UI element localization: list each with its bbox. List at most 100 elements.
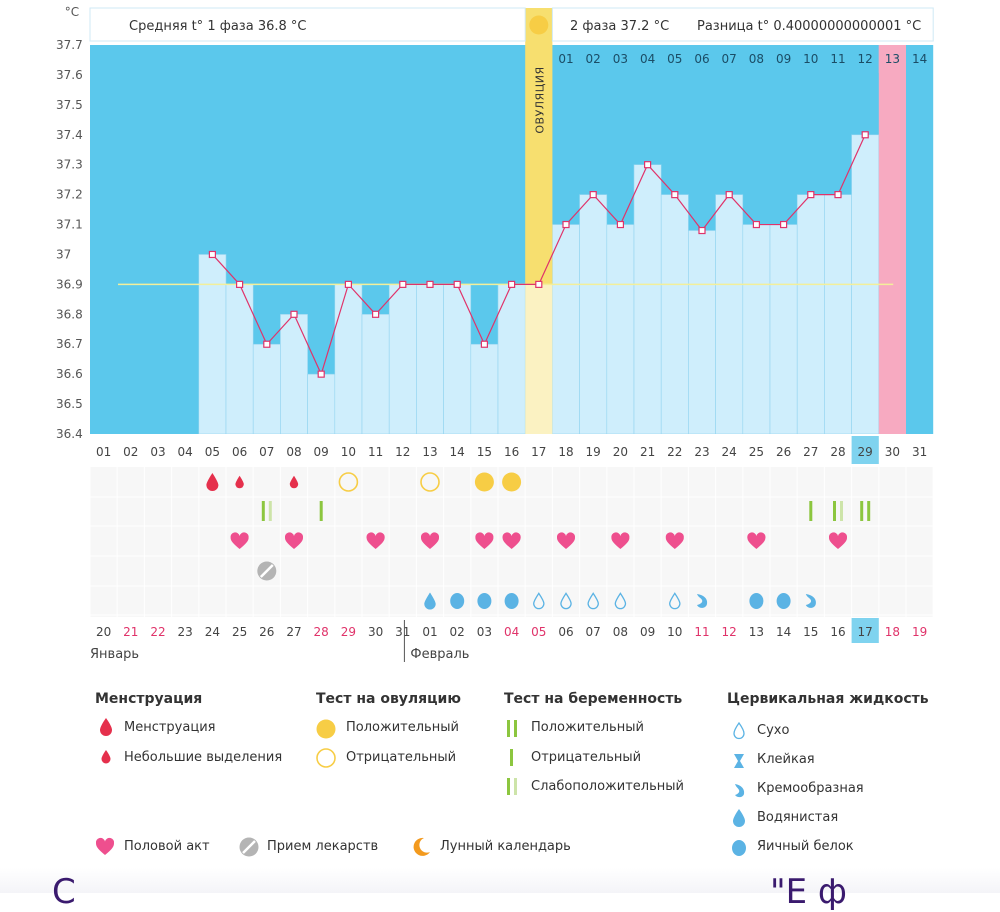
legend-item-eggwhite: Яичный белок bbox=[757, 839, 854, 854]
temperature-bar bbox=[252, 343, 281, 435]
temperature-bar bbox=[633, 164, 662, 435]
cycle-day-label: 20 bbox=[613, 445, 628, 459]
pill-slash bbox=[259, 564, 274, 578]
cycle-day-label: 19 bbox=[586, 445, 601, 459]
cycle-day-label: 09 bbox=[314, 445, 329, 459]
y-tick-label: 36.9 bbox=[56, 277, 83, 291]
test-line bbox=[833, 501, 836, 521]
pregnancy-negative-icon bbox=[319, 501, 323, 521]
dry-icon bbox=[560, 592, 572, 610]
test-line bbox=[268, 501, 272, 521]
y-tick-label: 36.8 bbox=[56, 307, 83, 321]
footer-fade bbox=[0, 868, 1000, 893]
legend-item-moon: Лунный календарь bbox=[440, 839, 571, 854]
test-line bbox=[860, 501, 864, 521]
small-drop-icon bbox=[235, 475, 244, 489]
temperature-point bbox=[317, 370, 325, 378]
temperature-bar bbox=[742, 224, 771, 435]
temperature-point bbox=[236, 280, 244, 288]
temperature-line bbox=[208, 131, 869, 378]
eggwhite-icon bbox=[732, 840, 746, 856]
cycle-day-label: 25 bbox=[749, 445, 764, 459]
phase2-day-label: 09 bbox=[776, 52, 791, 66]
calendar-date: 08 bbox=[613, 625, 628, 639]
heart-icon bbox=[556, 532, 576, 549]
heart-icon bbox=[420, 532, 440, 549]
cycle-day-label: 16 bbox=[504, 445, 519, 459]
eggwhite-icon bbox=[749, 593, 764, 609]
test-line bbox=[261, 501, 265, 521]
creamy-icon bbox=[735, 784, 745, 798]
calendar-date: 27 bbox=[286, 625, 301, 639]
phase2-label: 2 фаза 37.2 °C bbox=[570, 19, 669, 34]
calendar-date: 29 bbox=[341, 625, 356, 639]
calendar-date: 31 bbox=[395, 625, 410, 639]
small-drop-icon bbox=[289, 475, 299, 489]
dry-icon bbox=[733, 721, 745, 740]
legend-item-light: Небольшие выделения bbox=[124, 750, 283, 765]
y-tick-label: 37.5 bbox=[56, 98, 83, 112]
calendar-date: 02 bbox=[450, 625, 465, 639]
temperature-bar bbox=[606, 224, 635, 435]
phase2-day-label: 08 bbox=[749, 52, 764, 66]
y-tick-label: 37.1 bbox=[56, 218, 83, 232]
legend-menstruation-title: Менструация bbox=[95, 691, 203, 707]
eggwhite-icon bbox=[450, 593, 465, 609]
phase1-box bbox=[89, 7, 526, 42]
dry-icon bbox=[614, 592, 627, 610]
phase2-day-label: 01 bbox=[558, 52, 573, 66]
heart-icon bbox=[502, 532, 521, 549]
watery-icon bbox=[424, 592, 436, 610]
calendar-date: 18 bbox=[885, 625, 900, 639]
temperature-bar bbox=[307, 373, 336, 435]
dry-icon bbox=[669, 592, 681, 610]
temperature-bar bbox=[688, 230, 716, 435]
cycle-day-axis: 01 02 03 04 05 06 07 08 09 10 11 12 13 14 15 16 17 18 19 20… bbox=[90, 434, 934, 466]
pregnancy-positive-icon bbox=[860, 501, 871, 521]
phase2-day-label: 13 bbox=[885, 52, 900, 66]
cycle-day-label: 30 bbox=[885, 445, 900, 459]
phase2-day-label: 06 bbox=[694, 52, 709, 66]
phase2-day-label: 12 bbox=[858, 52, 873, 66]
moon-icon bbox=[413, 837, 430, 856]
test-line bbox=[840, 501, 843, 521]
cycle-day-axis-background bbox=[90, 434, 934, 466]
temperature-point bbox=[589, 191, 597, 199]
cycle-day-label: 10 bbox=[341, 445, 356, 459]
y-unit-label: °C bbox=[65, 5, 79, 19]
temperature-bar bbox=[334, 284, 363, 435]
temperature-bar bbox=[715, 194, 744, 435]
cycle-day-label: 17 bbox=[531, 445, 546, 459]
legend-ovulation-test-title: Тест на овуляцию bbox=[316, 691, 461, 707]
phase2-day-label: 03 bbox=[613, 52, 628, 66]
cycle-day-label: 13 bbox=[422, 445, 437, 459]
ovulation-negative-icon bbox=[338, 472, 359, 492]
calendar-date: 20 bbox=[96, 625, 111, 639]
calendar-date: 10 bbox=[667, 625, 682, 639]
pregnancy-weak-icon bbox=[833, 501, 843, 521]
y-tick-label: 37.4 bbox=[56, 128, 83, 142]
y-tick-label: 37.6 bbox=[56, 68, 83, 82]
ovulation-band-lower bbox=[525, 284, 553, 434]
ovulation-positive-icon bbox=[474, 472, 494, 492]
calendar-date: 24 bbox=[205, 625, 220, 639]
cycle-day-label: 12 bbox=[395, 445, 410, 459]
temperature-point bbox=[208, 250, 216, 259]
temperature-bar bbox=[660, 194, 689, 435]
cycle-day-label: 24 bbox=[722, 445, 737, 459]
cycle-day-label: 02 bbox=[123, 445, 138, 459]
bbt-chart: ОВУЛЯЦИЯ Средняя t° 1 фаза 36.8 °C 2 фаза… bbox=[56, 5, 934, 663]
y-tick-label: 36.5 bbox=[56, 397, 83, 411]
phase2-box bbox=[551, 7, 934, 42]
calendar-date: 04 bbox=[504, 625, 519, 639]
temperature-point bbox=[344, 280, 352, 288]
pregnancy-negative-icon bbox=[809, 501, 813, 521]
legend-item-preg-weak: Слабоположительный bbox=[531, 779, 684, 794]
heart-icon bbox=[95, 837, 115, 855]
heart-icon bbox=[611, 532, 630, 549]
ovulation-positive-icon bbox=[502, 472, 522, 492]
eggwhite-icon bbox=[477, 593, 492, 609]
pill-icon bbox=[239, 837, 259, 857]
ovulation-negative-icon bbox=[316, 748, 336, 768]
calendar-date: 17 bbox=[858, 625, 873, 639]
